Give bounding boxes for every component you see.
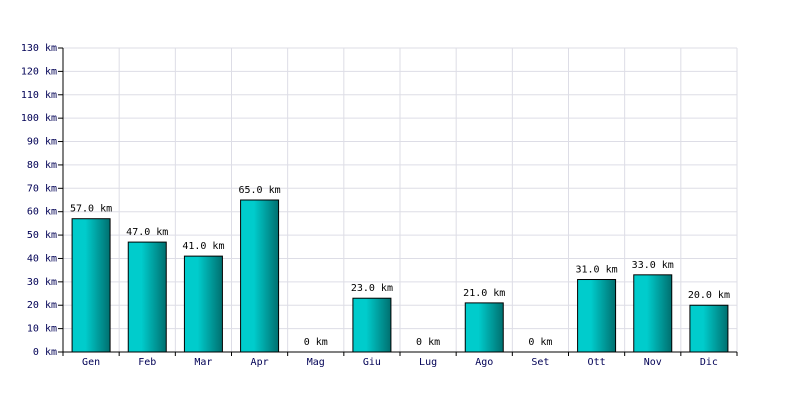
x-tick-label: Apr bbox=[251, 357, 269, 368]
value-label: 47.0 km bbox=[126, 227, 168, 238]
value-label: 31.0 km bbox=[576, 265, 618, 276]
y-tick-label: 50 km bbox=[27, 230, 57, 241]
bar bbox=[633, 274, 673, 353]
value-label: 57.0 km bbox=[70, 204, 112, 215]
x-tick-label: Mar bbox=[194, 357, 212, 368]
y-tick-label: 60 km bbox=[27, 207, 57, 218]
bar bbox=[183, 255, 223, 353]
y-tick-label: 10 km bbox=[27, 324, 57, 335]
bar bbox=[464, 302, 504, 353]
y-tick-label: 90 km bbox=[27, 137, 57, 148]
value-label: 0 km bbox=[416, 337, 440, 348]
value-label: 65.0 km bbox=[239, 185, 281, 196]
y-tick-label: 130 km bbox=[21, 43, 57, 54]
x-tick-label: Ago bbox=[475, 357, 493, 368]
value-label: 33.0 km bbox=[632, 260, 674, 271]
y-tick-label: 120 km bbox=[21, 66, 57, 77]
x-tick-label: Set bbox=[531, 357, 549, 368]
bar bbox=[127, 241, 167, 353]
value-label: 20.0 km bbox=[688, 290, 730, 301]
value-label: 41.0 km bbox=[182, 241, 224, 252]
x-tick-label: Giu bbox=[363, 357, 381, 368]
bar bbox=[689, 304, 729, 353]
x-tick-label: Ott bbox=[588, 357, 606, 368]
x-tick-label: Gen bbox=[82, 357, 100, 368]
y-tick-label: 80 km bbox=[27, 160, 57, 171]
bar bbox=[71, 218, 111, 353]
x-tick-label: Feb bbox=[138, 357, 156, 368]
x-tick-label: Mag bbox=[307, 357, 325, 368]
y-tick-label: 20 km bbox=[27, 300, 57, 311]
value-label: 0 km bbox=[304, 337, 328, 348]
y-tick-label: 40 km bbox=[27, 253, 57, 264]
bar bbox=[240, 199, 280, 353]
bar bbox=[352, 297, 392, 353]
y-tick-label: 70 km bbox=[27, 183, 57, 194]
x-tick-label: Nov bbox=[644, 357, 662, 368]
x-tick-label: Lug bbox=[419, 357, 437, 368]
y-tick-label: 100 km bbox=[21, 113, 57, 124]
y-tick-label: 0 km bbox=[33, 347, 57, 358]
value-label: 23.0 km bbox=[351, 283, 393, 294]
y-tick-label: 110 km bbox=[21, 90, 57, 101]
x-tick-label: Dic bbox=[700, 357, 718, 368]
bar bbox=[577, 279, 617, 353]
value-label: 0 km bbox=[528, 337, 552, 348]
y-tick-label: 30 km bbox=[27, 277, 57, 288]
value-label: 21.0 km bbox=[463, 288, 505, 299]
